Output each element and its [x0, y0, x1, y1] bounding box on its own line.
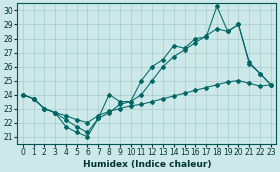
X-axis label: Humidex (Indice chaleur): Humidex (Indice chaleur)	[83, 159, 211, 169]
